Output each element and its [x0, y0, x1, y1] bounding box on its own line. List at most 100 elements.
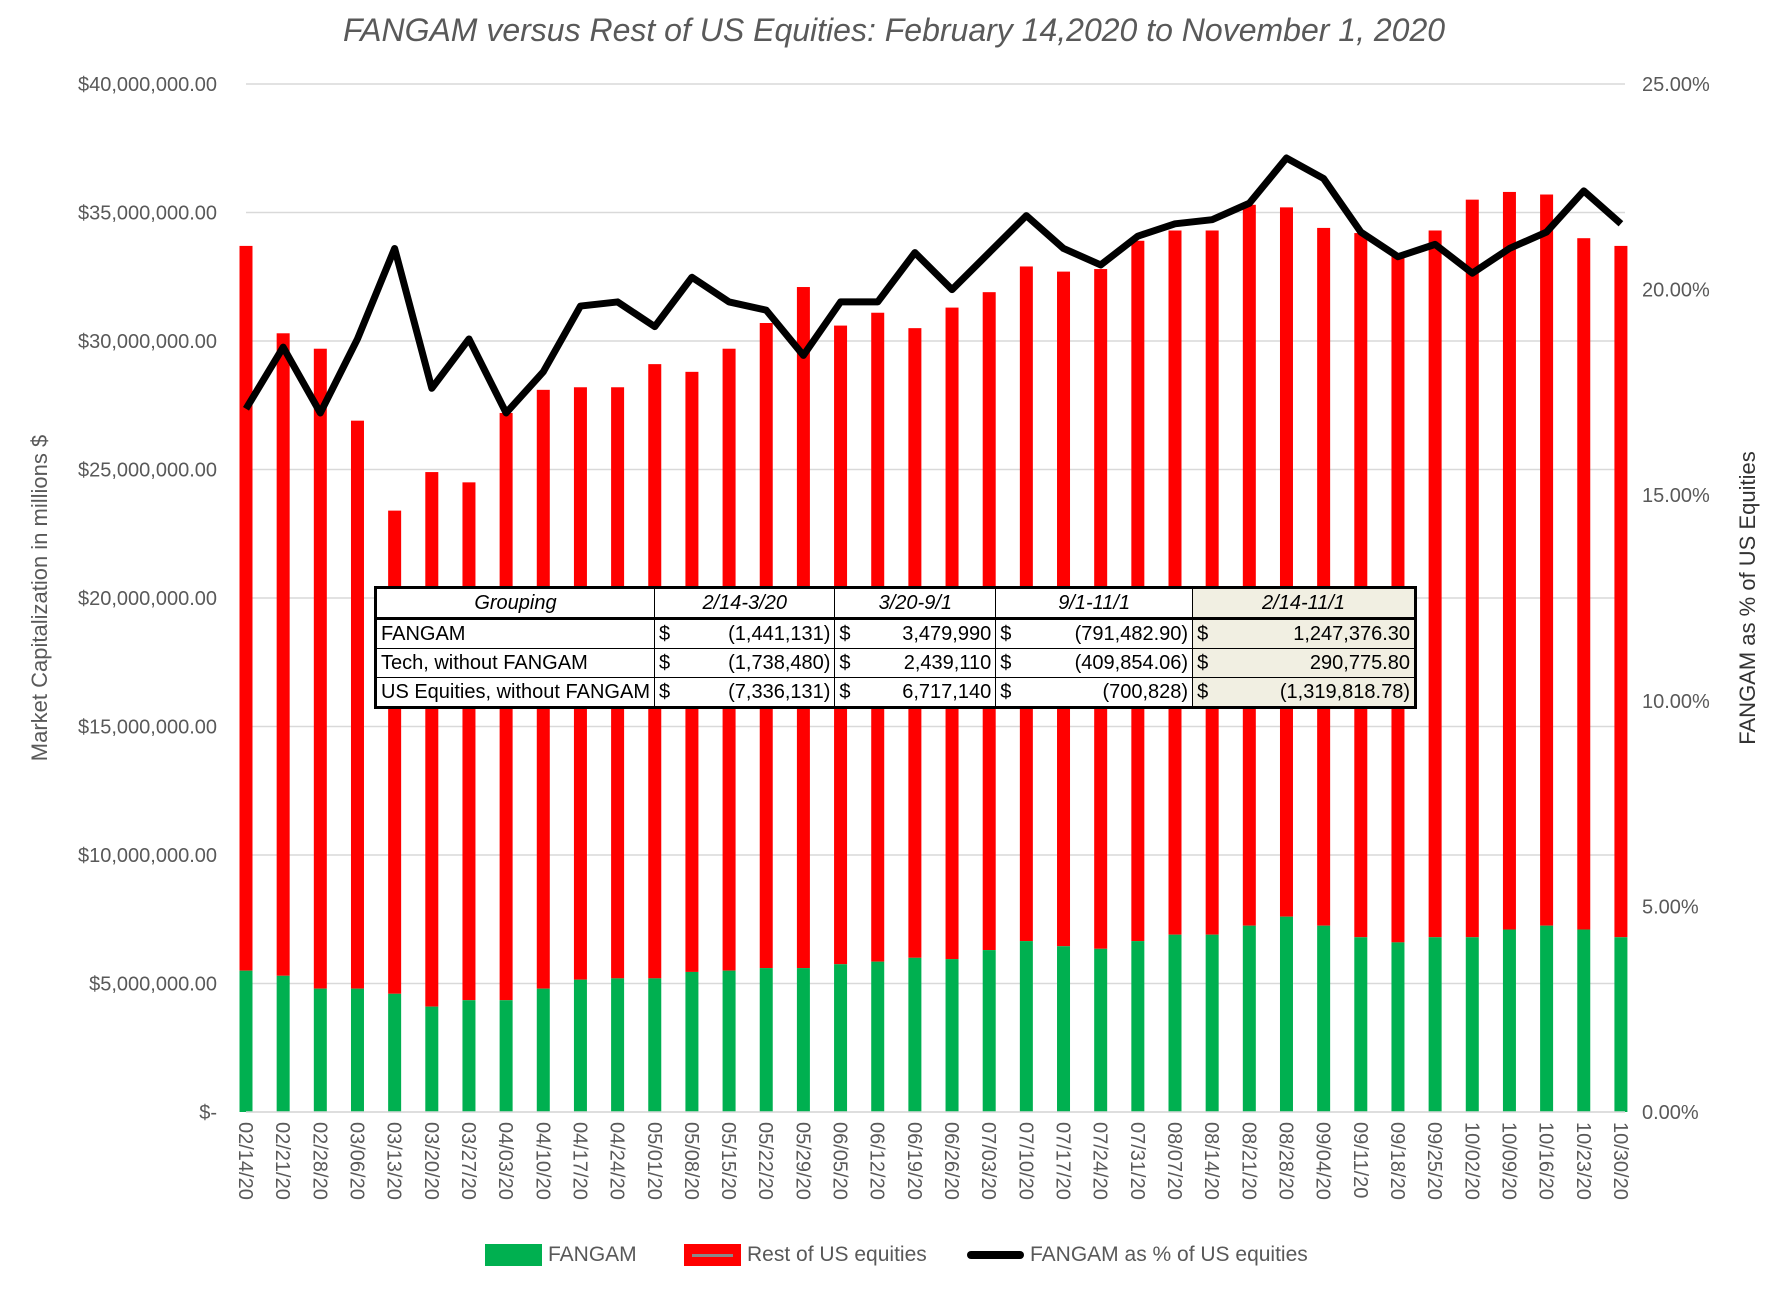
- table-cell: $290,775.80: [1192, 648, 1416, 678]
- cell-value: (700,828): [1102, 680, 1189, 703]
- bar-rest-of-us-equities: [1279, 207, 1293, 917]
- table-cell: $ (700,828): [995, 677, 1194, 708]
- bar-fangam: [1391, 942, 1405, 1112]
- bar-rest-of-us-equities: [425, 472, 439, 1007]
- cell-value: (1,319,818.78): [1279, 680, 1410, 703]
- x-tick-label: 07/10/20: [1014, 1122, 1036, 1200]
- x-tick-label: 04/10/20: [531, 1122, 553, 1200]
- x-tick-label: 06/19/20: [903, 1122, 925, 1200]
- x-tick-label: 10/09/20: [1497, 1122, 1519, 1200]
- row-label: US Equities, without FANGAM: [375, 677, 655, 708]
- table-cell: $ (7,336,131): [653, 677, 836, 708]
- x-tick-label: 03/20/20: [420, 1122, 442, 1200]
- x-tick-label: 07/17/20: [1052, 1122, 1074, 1200]
- bar-fangam: [908, 957, 922, 1112]
- y-tick-label: $10,000,000.00: [78, 845, 217, 867]
- x-tick-label: 09/18/20: [1386, 1122, 1408, 1200]
- cell-value: 6,717,140: [902, 680, 992, 703]
- bar-fangam: [1205, 934, 1219, 1112]
- bar-rest-of-us-equities: [1205, 230, 1219, 935]
- table-cell: $6,717,140: [834, 677, 997, 708]
- bar-fangam: [1094, 948, 1108, 1112]
- bar-rest-of-us-equities: [276, 333, 290, 976]
- chart-title: FANGAM versus Rest of US Equities: Febru…: [342, 12, 1446, 48]
- table-cell: $ (409,854.06): [995, 648, 1194, 678]
- table-cell: $3,479,990: [834, 618, 997, 649]
- cell-value: 2,439,110: [903, 651, 992, 674]
- legend-item-rest: Rest of US equities: [684, 1240, 927, 1270]
- x-tick-label: 10/30/20: [1609, 1122, 1631, 1200]
- table-header: Grouping: [375, 587, 655, 620]
- currency-symbol: $: [839, 651, 851, 674]
- table-header-row: Grouping 2/14-3/20 3/20-9/1 9/1-11/1 2/1…: [375, 587, 1416, 620]
- legend-label: FANGAM as % of US equities: [1030, 1243, 1308, 1266]
- y-axis-label: Market Capitalization in millions $: [27, 434, 52, 762]
- table-row: FANGAM $ (1,441,131) $3,479,990 $ (791,482.90…: [375, 618, 1416, 649]
- x-tick-label: 04/17/20: [568, 1122, 590, 1200]
- bar-fangam: [611, 978, 625, 1112]
- bar-fangam: [350, 988, 364, 1112]
- bar-rest-of-us-equities: [239, 245, 253, 971]
- y2-tick-label: 25.00%: [1642, 74, 1710, 96]
- bar-fangam: [1131, 941, 1145, 1112]
- bar-rest-of-us-equities: [1317, 227, 1331, 926]
- y2-tick-label: 15.00%: [1642, 485, 1710, 507]
- bar-rest-of-us-equities: [462, 482, 476, 1001]
- bar-fangam: [425, 1006, 439, 1112]
- x-tick-label: 05/01/20: [643, 1122, 665, 1200]
- currency-symbol: $: [839, 680, 851, 703]
- cell-value: 290,775.80: [1309, 651, 1410, 674]
- y-tick-label: $-: [199, 1102, 217, 1124]
- y-tick-label: $30,000,000.00: [78, 331, 217, 353]
- bar-rest-of-us-equities: [1354, 233, 1368, 938]
- table-header: 3/20-9/1: [834, 587, 997, 620]
- table-cell: $2,439,110: [834, 648, 997, 678]
- bar-rest-of-us-equities: [1577, 238, 1591, 930]
- x-tick-label: 05/08/20: [680, 1122, 702, 1200]
- cell-value: (791,482.90): [1074, 622, 1189, 645]
- cell-value: (7,336,131): [728, 680, 831, 703]
- currency-symbol: $: [1197, 680, 1209, 703]
- x-tick-label: 10/02/20: [1460, 1122, 1482, 1200]
- x-tick-label: 05/15/20: [717, 1122, 739, 1200]
- y2-axis-label: FANGAM as % of US Equities: [1735, 451, 1760, 745]
- row-label: Tech, without FANGAM: [375, 648, 655, 678]
- x-tick-label: 03/27/20: [457, 1122, 479, 1200]
- bar-fangam: [239, 970, 253, 1112]
- bar-fangam: [685, 971, 699, 1112]
- legend-swatch-line: [967, 1251, 1024, 1259]
- x-tick-label: 07/03/20: [977, 1122, 999, 1200]
- bar-fangam: [462, 1000, 476, 1112]
- currency-symbol: $: [1000, 651, 1012, 674]
- y2-tick-label: 0.00%: [1642, 1102, 1699, 1124]
- table-cell: $ (791,482.90): [995, 618, 1194, 649]
- x-tick-label: 05/22/20: [754, 1122, 776, 1200]
- bar-fangam: [759, 968, 773, 1112]
- legend-label: FANGAM: [548, 1243, 637, 1266]
- y-tick-label: $40,000,000.00: [78, 74, 217, 96]
- row-label: FANGAM: [375, 618, 655, 649]
- cell-value: 1,247,376.30: [1293, 622, 1410, 645]
- bar-fangam: [1242, 925, 1256, 1112]
- bar-rest-of-us-equities: [313, 348, 327, 989]
- y-tick-label: $35,000,000.00: [78, 203, 217, 225]
- x-tick-label: 02/14/20: [234, 1122, 256, 1200]
- table-header: 2/14-11/1: [1192, 587, 1416, 620]
- table-header: 9/1-11/1: [995, 587, 1194, 620]
- bar-fangam: [1168, 934, 1182, 1112]
- cell-value: (1,441,131): [728, 622, 831, 645]
- bar-fangam: [1057, 946, 1071, 1112]
- bar-fangam: [722, 970, 736, 1112]
- currency-symbol: $: [658, 622, 671, 645]
- x-tick-label: 02/28/20: [308, 1122, 330, 1200]
- table-cell: $ (1,319,818.78): [1192, 677, 1416, 708]
- bar-fangam: [276, 975, 290, 1112]
- currency-symbol: $: [1197, 651, 1209, 674]
- x-tick-label: 04/24/20: [606, 1122, 628, 1200]
- currency-symbol: $: [1000, 622, 1012, 645]
- bar-fangam: [1540, 925, 1554, 1112]
- legend: FANGAM Rest of US equities FANGAM as % o…: [0, 1240, 1788, 1270]
- y-tick-label: $20,000,000.00: [78, 588, 217, 610]
- bar-fangam: [945, 959, 959, 1112]
- y-tick-label: $15,000,000.00: [78, 717, 217, 739]
